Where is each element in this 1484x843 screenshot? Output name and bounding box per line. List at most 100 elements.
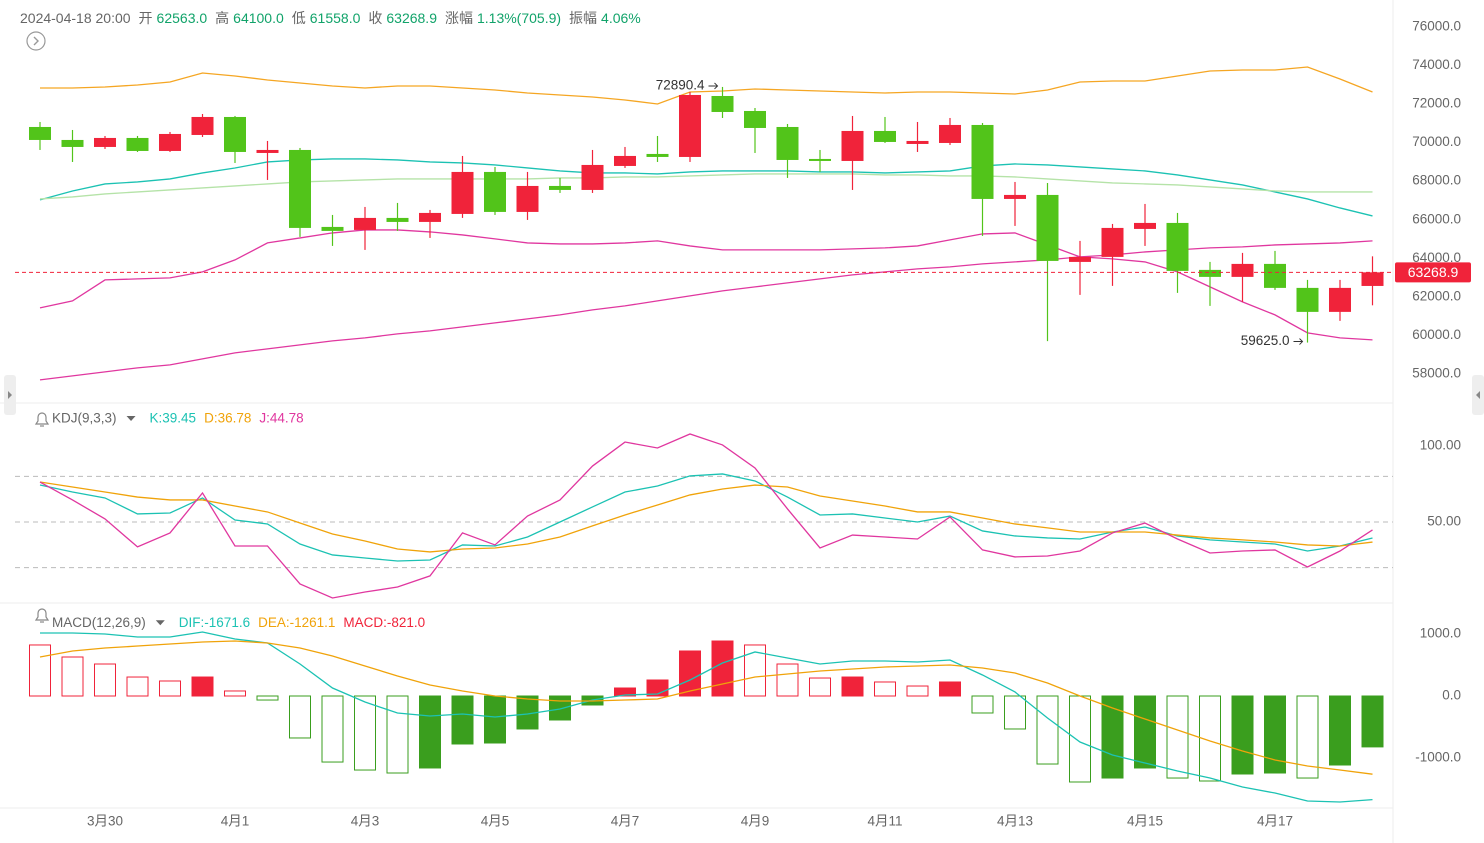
candle-body xyxy=(1101,227,1124,257)
y-tick-label: 72000.0 xyxy=(1412,96,1461,111)
macd-bar xyxy=(549,695,571,721)
series-line xyxy=(39,640,1373,775)
candle-body xyxy=(549,185,571,190)
series-line xyxy=(39,473,1373,562)
macd-bar xyxy=(61,656,84,697)
candle-body xyxy=(61,139,84,147)
legend-entry: J:44.78 xyxy=(259,411,303,426)
right-collapse-tab[interactable] xyxy=(1472,375,1484,415)
candle-body xyxy=(354,217,376,230)
macd-bar xyxy=(1264,695,1286,774)
candle-body xyxy=(841,130,864,161)
macd-bar xyxy=(1329,695,1351,766)
x-tick-label: 4月13 xyxy=(997,814,1033,829)
header-label: 开 xyxy=(138,10,153,26)
macd-bar xyxy=(1069,695,1091,783)
left-collapse-tab[interactable] xyxy=(4,375,16,415)
x-tick-label: 4月17 xyxy=(1257,814,1293,829)
candle-body xyxy=(1199,269,1221,277)
candle-body xyxy=(1036,194,1059,261)
macd-bar xyxy=(841,676,864,697)
macd-bar xyxy=(614,687,636,697)
header-value: 63268.9 xyxy=(386,10,437,26)
x-tick-label: 4月7 xyxy=(611,814,640,829)
legend-entry: K:39.45 xyxy=(150,411,197,426)
indicator-title: MACD(12,26,9) xyxy=(52,615,146,630)
indicator-line xyxy=(39,158,1373,217)
marker-arrow xyxy=(1293,338,1304,345)
candle-body xyxy=(906,140,929,144)
y-tick-label: 58000.0 xyxy=(1412,365,1461,380)
x-tick-label: 4月3 xyxy=(351,814,380,829)
x-tick-label: 4月11 xyxy=(867,814,902,829)
legend-entry: DIF:-1671.6 xyxy=(179,615,250,630)
indicator-menu[interactable] xyxy=(126,416,136,421)
macd-bar xyxy=(711,640,734,697)
candle-body xyxy=(419,212,441,222)
candle-body xyxy=(289,149,311,228)
candle-body xyxy=(744,110,766,128)
header-value: 64100.0 xyxy=(233,10,284,26)
candle-body xyxy=(711,95,734,112)
legend-entry: MACD:-821.0 xyxy=(343,615,425,630)
macd-bar xyxy=(874,681,896,697)
series-line xyxy=(39,433,1373,599)
candle-body xyxy=(256,149,279,153)
candle-body xyxy=(614,155,636,166)
candle-body xyxy=(679,94,701,157)
y-tick-label: 74000.0 xyxy=(1412,57,1461,72)
low-marker-label: 59625.0 xyxy=(1241,333,1290,348)
candle-body xyxy=(516,185,539,212)
y-tick-label: 60000.0 xyxy=(1412,327,1461,342)
macd-bar xyxy=(126,676,149,697)
candle-body xyxy=(581,164,604,190)
y-tick-label: 64000.0 xyxy=(1412,250,1461,265)
macd-bar xyxy=(809,677,831,697)
candle-body xyxy=(451,171,474,214)
candle-body xyxy=(321,226,344,231)
indicator-menu[interactable] xyxy=(155,620,165,626)
x-tick-label: 4月1 xyxy=(221,814,250,829)
candle-body xyxy=(94,137,116,147)
macd-bar xyxy=(776,663,799,697)
candle-body xyxy=(1329,287,1351,312)
macd-bar xyxy=(484,695,506,744)
x-tick-label: 4月15 xyxy=(1127,814,1163,829)
macd-bar xyxy=(1101,695,1124,779)
datetime: 2024-04-18 20:00 xyxy=(20,10,131,26)
kdj-alert-icon[interactable] xyxy=(34,412,50,427)
candle-body xyxy=(484,171,506,212)
candle-body xyxy=(159,133,181,151)
macd-bar xyxy=(1231,695,1254,775)
candle-body xyxy=(1166,222,1189,271)
candle-body xyxy=(126,137,149,151)
last-price-box xyxy=(1395,262,1471,283)
macd-bar xyxy=(419,695,441,769)
macd-bar xyxy=(451,695,474,745)
ohlc-header: 2024-04-18 20:00 开 62563.0 高 64100.0 低 61558.0… xyxy=(20,8,649,28)
macd-bar xyxy=(159,680,181,697)
header-value: 62563.0 xyxy=(156,10,208,26)
macd-bar xyxy=(906,685,929,697)
indicator-line xyxy=(40,66,1373,105)
expand-button[interactable] xyxy=(26,31,46,51)
candle-body xyxy=(1231,263,1254,277)
macd-bar xyxy=(224,690,246,697)
last-price-label: 63268.9 xyxy=(1408,264,1459,280)
y-tick-label: 50.00 xyxy=(1427,514,1461,529)
macd-bar xyxy=(1296,695,1319,779)
candle-body xyxy=(386,217,409,222)
x-tick-label: 4月5 xyxy=(481,814,510,829)
high-marker-label: 72890.4 xyxy=(656,78,705,93)
header-label: 振幅 xyxy=(569,10,598,26)
y-tick-label: 70000.0 xyxy=(1412,134,1461,149)
candle-body xyxy=(1296,287,1319,312)
candle-body xyxy=(1264,263,1286,288)
macd-alert-icon[interactable] xyxy=(34,608,50,623)
header-label: 低 xyxy=(291,10,306,26)
indicator-line xyxy=(39,240,1373,381)
macd-bar xyxy=(191,676,214,697)
macd-bar xyxy=(1166,695,1189,779)
